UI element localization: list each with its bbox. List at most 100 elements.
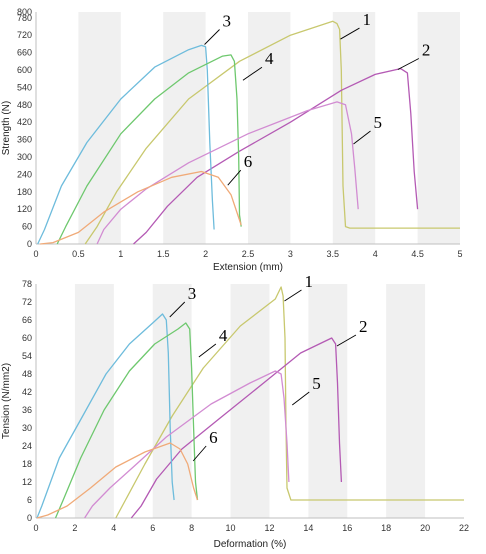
y-tick-label: 36 bbox=[22, 405, 32, 415]
y-tick-label: 660 bbox=[17, 48, 32, 58]
series-line-6 bbox=[40, 170, 242, 245]
y-tick-label: 360 bbox=[17, 135, 32, 145]
x-tick-label: 10 bbox=[226, 523, 236, 533]
y-tick-label: 18 bbox=[22, 459, 32, 469]
x-tick-label: 16 bbox=[342, 523, 352, 533]
x-tick-label: 2 bbox=[72, 523, 77, 533]
series-line-1 bbox=[115, 286, 464, 519]
x-tick-label: 18 bbox=[381, 523, 391, 533]
series-line-2 bbox=[130, 337, 343, 519]
x-tick-label: 6 bbox=[150, 523, 155, 533]
x-tick-label: 3 bbox=[288, 249, 293, 259]
x-tick-label: 20 bbox=[420, 523, 430, 533]
grid-band bbox=[78, 12, 121, 244]
x-tick-label: 0 bbox=[33, 249, 38, 259]
y-tick-label: 72 bbox=[22, 297, 32, 307]
y-tick-label: 240 bbox=[17, 169, 32, 179]
chart-1: 0601201802403003604204805406006607207808… bbox=[1, 7, 463, 273]
y-tick-label: 540 bbox=[17, 82, 32, 92]
y-tick-label: 60 bbox=[22, 222, 32, 232]
annotation-leader-3 bbox=[169, 301, 186, 318]
annotation-leader-3 bbox=[204, 29, 220, 45]
y-tick-label: 0 bbox=[27, 513, 32, 523]
y-tick-label: 0 bbox=[27, 239, 32, 249]
grid-band bbox=[230, 284, 270, 518]
series-line-5 bbox=[96, 101, 359, 245]
series-line-2 bbox=[133, 67, 419, 245]
x-axis-title: Deformation (%) bbox=[214, 539, 287, 550]
grid-band bbox=[248, 12, 291, 244]
series-line-3 bbox=[37, 44, 215, 245]
y-axis-title: Strength (N) bbox=[1, 101, 12, 155]
annotation-leader-5 bbox=[353, 130, 371, 145]
annotation-leader-4 bbox=[198, 343, 217, 358]
series-line-6 bbox=[36, 442, 199, 519]
x-tick-label: 4 bbox=[111, 523, 116, 533]
annotation-leader-6 bbox=[192, 445, 207, 462]
annotation-leader-1 bbox=[284, 289, 302, 302]
x-axis-title: Extension (mm) bbox=[213, 262, 283, 273]
y-tick-label: 420 bbox=[17, 117, 32, 127]
annotation-leader-6 bbox=[227, 169, 242, 186]
x-tick-label: 4.5 bbox=[411, 249, 424, 259]
y-tick-label: 120 bbox=[17, 204, 32, 214]
grid-band bbox=[386, 284, 426, 518]
x-tick-label: 2 bbox=[203, 249, 208, 259]
grid-band bbox=[308, 284, 348, 518]
grid-band bbox=[332, 12, 376, 244]
y-tick-label: 78 bbox=[22, 279, 32, 289]
series-line-4 bbox=[56, 54, 242, 245]
x-tick-label: 0 bbox=[33, 523, 38, 533]
curve-label-6: 6 bbox=[209, 428, 218, 447]
y-tick-label: 600 bbox=[17, 65, 32, 75]
grid-band bbox=[163, 12, 206, 244]
x-tick-label: 12 bbox=[264, 523, 274, 533]
curve-label-2: 2 bbox=[359, 317, 368, 336]
x-tick-label: 22 bbox=[459, 523, 469, 533]
grid-band bbox=[417, 12, 460, 244]
y-tick-label: 54 bbox=[22, 351, 32, 361]
y-tick-label: 480 bbox=[17, 100, 32, 110]
y-tick-label: 180 bbox=[17, 187, 32, 197]
x-tick-label: 1.5 bbox=[157, 249, 170, 259]
curve-label-3: 3 bbox=[223, 12, 232, 31]
x-tick-label: 14 bbox=[303, 523, 313, 533]
y-tick-label: 6 bbox=[27, 495, 32, 505]
curve-label-4: 4 bbox=[265, 49, 274, 68]
y-axis-title: Tension (N/mm2) bbox=[1, 363, 12, 439]
curve-label-6: 6 bbox=[244, 152, 253, 171]
curve-label-4: 4 bbox=[219, 326, 228, 345]
y-tick-label: 300 bbox=[17, 152, 32, 162]
y-tick-label: 48 bbox=[22, 369, 32, 379]
curve-label-1: 1 bbox=[362, 10, 371, 29]
x-tick-label: 0.5 bbox=[72, 249, 85, 259]
annotation-leader-2 bbox=[397, 58, 420, 70]
curve-label-3: 3 bbox=[188, 284, 197, 303]
curve-label-1: 1 bbox=[304, 272, 313, 291]
x-tick-label: 5 bbox=[457, 249, 462, 259]
grid-band bbox=[74, 284, 114, 518]
curve-label-5: 5 bbox=[312, 374, 321, 393]
y-tick-label: 800 bbox=[17, 7, 32, 17]
annotation-leader-5 bbox=[291, 391, 310, 406]
curve-label-2: 2 bbox=[422, 41, 431, 60]
series-line-1 bbox=[84, 20, 460, 245]
series-line-4 bbox=[54, 322, 199, 519]
y-tick-label: 12 bbox=[22, 477, 32, 487]
y-tick-label: 60 bbox=[22, 333, 32, 343]
curve-label-5: 5 bbox=[374, 113, 383, 132]
y-tick-label: 720 bbox=[17, 30, 32, 40]
x-tick-label: 4 bbox=[373, 249, 378, 259]
y-tick-label: 66 bbox=[22, 315, 32, 325]
annotation-leader-1 bbox=[340, 27, 360, 40]
y-tick-label: 42 bbox=[22, 387, 32, 397]
annotation-leader-4 bbox=[242, 66, 263, 81]
series-line-5 bbox=[84, 370, 290, 519]
annotation-leader-2 bbox=[336, 334, 357, 347]
y-tick-label: 30 bbox=[22, 423, 32, 433]
x-tick-label: 2.5 bbox=[242, 249, 255, 259]
x-tick-label: 8 bbox=[189, 523, 194, 533]
x-tick-label: 3.5 bbox=[327, 249, 340, 259]
